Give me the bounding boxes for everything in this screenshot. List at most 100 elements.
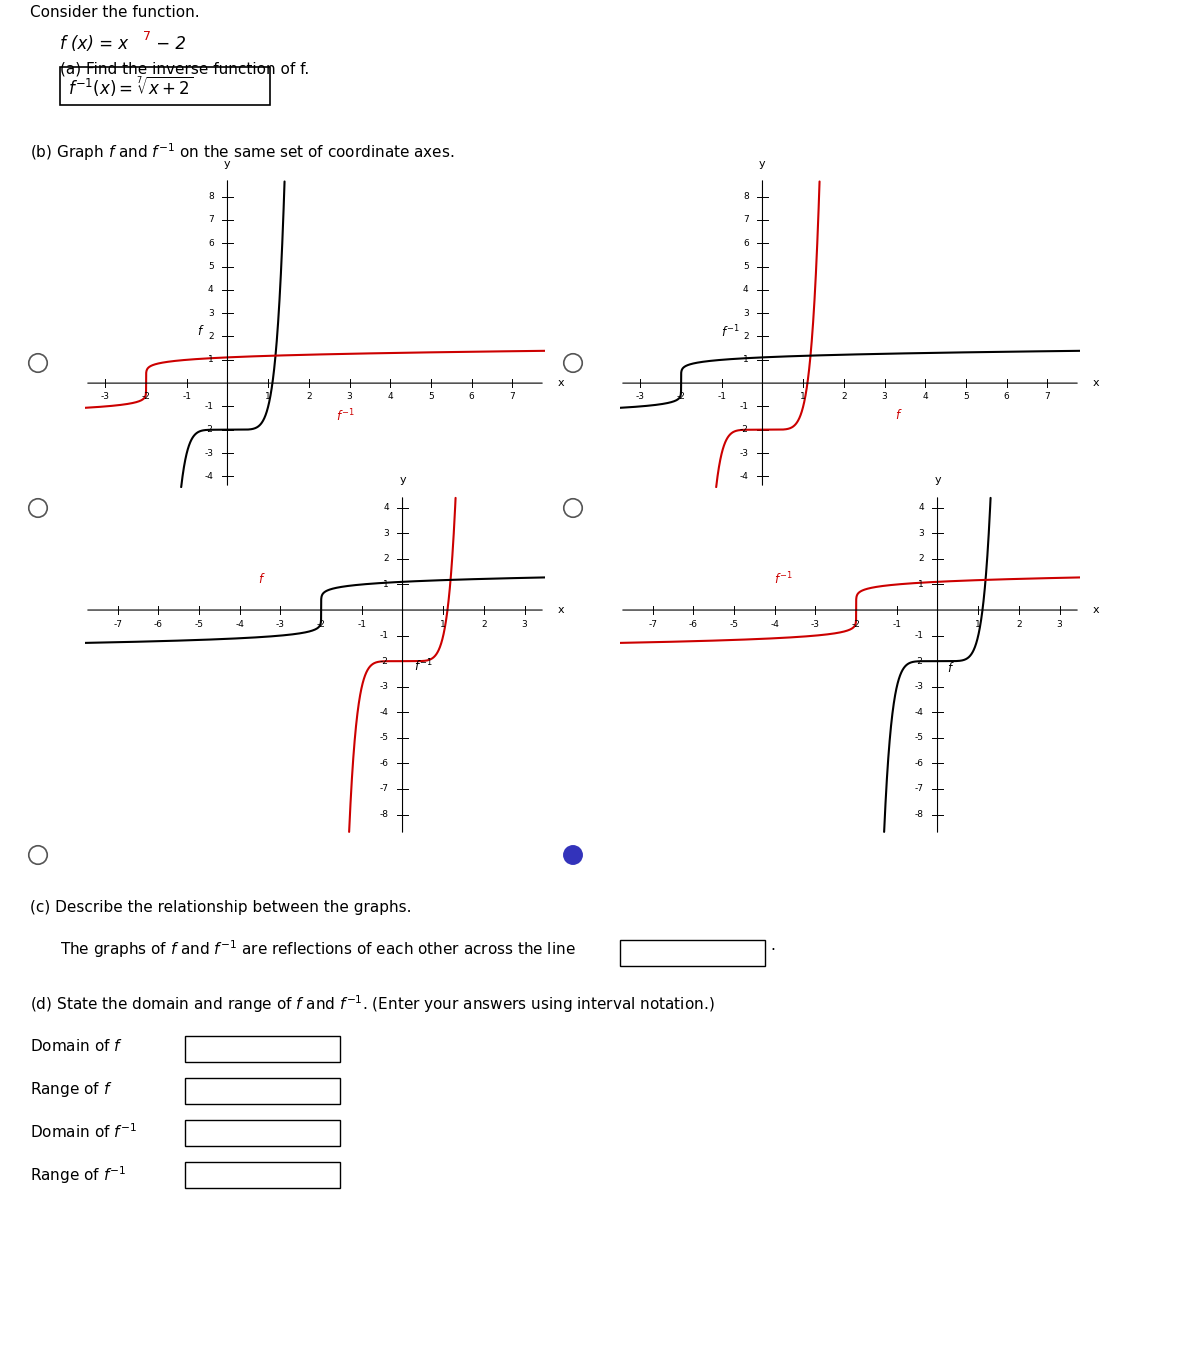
Text: -1: -1: [205, 402, 214, 411]
Text: -3: -3: [205, 449, 214, 457]
Text: -1: -1: [914, 631, 924, 640]
Text: (b) Graph $f$ and $f^{-1}$ on the same set of coordinate axes.: (b) Graph $f$ and $f^{-1}$ on the same s…: [30, 142, 455, 163]
Text: y: y: [400, 474, 406, 485]
Text: 3: 3: [882, 392, 888, 402]
Text: -1: -1: [718, 392, 726, 402]
Text: -3: -3: [276, 620, 284, 630]
Text: (d) State the domain and range of $f$ and $f^{-1}$. (Enter your answers using in: (d) State the domain and range of $f$ an…: [30, 993, 715, 1015]
Text: $f^{-1}$: $f^{-1}$: [414, 658, 432, 674]
Text: 3: 3: [743, 309, 749, 318]
Text: 3: 3: [383, 528, 389, 538]
Text: − 2: − 2: [151, 35, 186, 53]
Text: -2: -2: [852, 620, 860, 630]
Text: 3: 3: [347, 392, 353, 402]
Text: 7: 7: [143, 30, 151, 43]
Text: -2: -2: [142, 392, 150, 402]
Text: (x) = x: (x) = x: [71, 35, 128, 53]
Text: .: .: [770, 938, 775, 953]
Text: -3: -3: [636, 392, 644, 402]
Text: 4: 4: [918, 503, 924, 512]
Text: Range of $f^{-1}$: Range of $f^{-1}$: [30, 1165, 126, 1186]
Text: 7: 7: [510, 392, 515, 402]
FancyBboxPatch shape: [620, 940, 766, 967]
Text: 2: 2: [1016, 620, 1021, 630]
Text: 2: 2: [383, 554, 389, 563]
FancyBboxPatch shape: [185, 1162, 340, 1188]
Text: -8: -8: [914, 810, 924, 820]
Text: $f^{-1}(x) = \sqrt[7]{x+2}$: $f^{-1}(x) = \sqrt[7]{x+2}$: [68, 74, 193, 98]
Text: -3: -3: [739, 449, 749, 457]
Text: -5: -5: [730, 620, 738, 630]
Text: $f^{-1}$: $f^{-1}$: [774, 572, 792, 588]
Text: -2: -2: [677, 392, 685, 402]
Text: -3: -3: [914, 682, 924, 692]
Text: 7: 7: [743, 216, 749, 225]
Text: -7: -7: [113, 620, 122, 630]
Text: The graphs of $f$ and $f^{-1}$ are reflections of each other across the line: The graphs of $f$ and $f^{-1}$ are refle…: [60, 938, 576, 960]
FancyBboxPatch shape: [185, 1037, 340, 1062]
Text: 2: 2: [208, 332, 214, 341]
Text: -4: -4: [770, 620, 779, 630]
Text: 1: 1: [976, 620, 982, 630]
Text: -7: -7: [379, 785, 389, 794]
Text: 2: 2: [306, 392, 312, 402]
Text: f: f: [258, 573, 262, 586]
Text: -1: -1: [739, 402, 749, 411]
Text: -2: -2: [380, 656, 389, 666]
Text: 1: 1: [265, 392, 271, 402]
Text: -4: -4: [235, 620, 244, 630]
Text: (a) Find the inverse function of f.: (a) Find the inverse function of f.: [60, 62, 310, 77]
Text: -4: -4: [205, 472, 214, 481]
Text: 3: 3: [208, 309, 214, 318]
Text: f: f: [197, 325, 202, 338]
Text: 1: 1: [208, 356, 214, 364]
Text: -3: -3: [379, 682, 389, 692]
Text: f: f: [60, 35, 66, 53]
Text: -7: -7: [648, 620, 658, 630]
Text: y: y: [760, 159, 766, 168]
Text: 1: 1: [918, 580, 924, 589]
Text: Domain of $f^{-1}$: Domain of $f^{-1}$: [30, 1122, 137, 1140]
Text: f: f: [895, 410, 899, 422]
Text: 4: 4: [923, 392, 928, 402]
Text: -3: -3: [101, 392, 110, 402]
Text: x: x: [557, 605, 564, 615]
Text: y: y: [935, 474, 941, 485]
Text: $f^{-1}$: $f^{-1}$: [721, 324, 739, 340]
Text: 4: 4: [388, 392, 394, 402]
Text: y: y: [224, 159, 230, 168]
Text: 6: 6: [743, 239, 749, 248]
Text: 2: 2: [841, 392, 847, 402]
Text: 6: 6: [469, 392, 475, 402]
Text: 1: 1: [383, 580, 389, 589]
Text: 4: 4: [208, 286, 214, 294]
Text: $f^{-1}$: $f^{-1}$: [336, 407, 355, 425]
FancyBboxPatch shape: [60, 67, 270, 105]
Text: -2: -2: [205, 425, 214, 434]
Text: 5: 5: [964, 392, 968, 402]
Text: 8: 8: [208, 193, 214, 201]
FancyBboxPatch shape: [185, 1120, 340, 1146]
Text: x: x: [557, 377, 564, 388]
Text: 2: 2: [918, 554, 924, 563]
Text: -7: -7: [914, 785, 924, 794]
Text: Range of $f$: Range of $f$: [30, 1080, 113, 1099]
Text: 1: 1: [743, 356, 749, 364]
FancyBboxPatch shape: [185, 1078, 340, 1104]
Text: -1: -1: [358, 620, 366, 630]
Text: 5: 5: [743, 262, 749, 271]
Text: -6: -6: [154, 620, 163, 630]
Text: -4: -4: [380, 708, 389, 717]
Circle shape: [564, 845, 582, 864]
Text: 2: 2: [743, 332, 749, 341]
Text: x: x: [1092, 605, 1099, 615]
Text: 1: 1: [440, 620, 446, 630]
Text: Domain of $f$: Domain of $f$: [30, 1038, 122, 1054]
Text: 3: 3: [522, 620, 528, 630]
Text: 4: 4: [743, 286, 749, 294]
Text: -1: -1: [893, 620, 901, 630]
Text: -5: -5: [914, 733, 924, 743]
Text: -6: -6: [379, 759, 389, 768]
Text: 8: 8: [743, 193, 749, 201]
Text: -5: -5: [379, 733, 389, 743]
